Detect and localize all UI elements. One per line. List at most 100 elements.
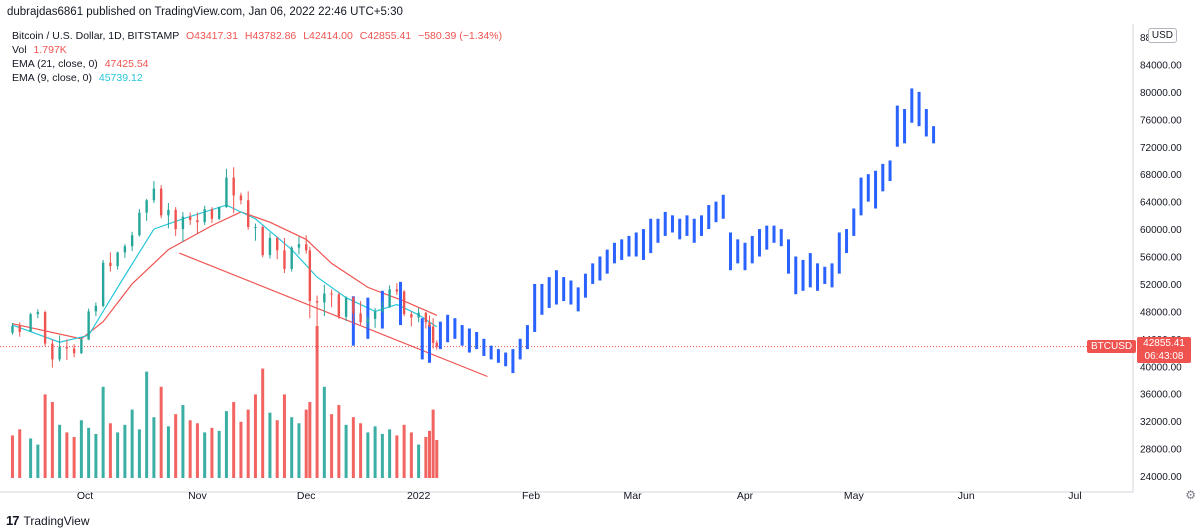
projection-bar: [801, 259, 805, 291]
ohlc-body: [101, 262, 105, 306]
volume-bar: [203, 432, 207, 478]
ohlc-body: [395, 289, 399, 292]
ema9-line: [12, 204, 438, 343]
volume-bar: [290, 417, 294, 478]
volume-bar: [43, 394, 47, 478]
ema21-legend[interactable]: EMA (21, close, 0) 47425.54: [12, 58, 149, 70]
ohlc-body: [225, 177, 228, 208]
projection-bar: [591, 263, 595, 284]
ohlc-body: [359, 313, 362, 323]
volume-bar: [337, 405, 341, 478]
ohlc-body: [80, 339, 83, 354]
time-tick-label: Jul: [1068, 490, 1081, 502]
price-tick-label: 80000.00: [1140, 88, 1182, 99]
projection-bar: [721, 194, 725, 219]
time-tick-label: Feb: [522, 490, 540, 502]
volume-bar: [36, 444, 40, 478]
price-tick-label: 36000.00: [1140, 390, 1182, 401]
projection-bar: [460, 325, 464, 346]
volume-bar: [246, 409, 250, 478]
price-tick-label: 52000.00: [1140, 280, 1182, 291]
footer-branding[interactable]: 17 TradingView: [6, 513, 90, 528]
volume-bar: [359, 423, 363, 478]
ohlc-body: [431, 326, 435, 343]
volume-bar: [10, 435, 14, 478]
ohlc-body: [290, 247, 293, 269]
high-value: H43782.86: [244, 30, 297, 42]
chart-area[interactable]: 24000.00 28000.00 32000.00 36000.00 40000.00…: [0, 24, 1200, 508]
projection-bar: [924, 109, 928, 137]
ohlc-body: [424, 312, 428, 323]
volume-bar: [50, 402, 54, 478]
projection-bar: [663, 211, 667, 236]
projection-bar: [699, 215, 703, 236]
ohlc-body: [330, 293, 333, 295]
publisher-line: dubrajdas6861 published on TradingView.c…: [7, 6, 403, 18]
projection-bar: [420, 318, 424, 360]
projection-bar: [641, 229, 645, 260]
gear-icon[interactable]: ⚙: [1185, 488, 1196, 502]
volume-bar: [174, 414, 178, 478]
volume-legend[interactable]: Vol 1.797K: [12, 44, 67, 56]
volume-bar: [315, 326, 319, 478]
low-value: L42414.00: [303, 30, 353, 42]
time-tick-label: May: [844, 490, 865, 502]
projection-bar: [453, 318, 457, 339]
ema21-value: 47425.54: [104, 58, 149, 70]
ohlc-body: [275, 237, 279, 251]
projection-bar: [569, 280, 573, 305]
ohlc-body: [410, 314, 413, 318]
projection-bar: [888, 160, 892, 182]
ohlc-body: [261, 227, 264, 256]
symbol-legend[interactable]: Bitcoin / U.S. Dollar, 1D, BITSTAMP O434…: [12, 30, 502, 42]
volume-bar: [268, 412, 272, 478]
projection-bar: [837, 232, 841, 274]
price-tick-label: 68000.00: [1140, 170, 1182, 181]
volume-bar: [282, 394, 286, 478]
projection-bar: [881, 163, 885, 192]
time-tick-label: Mar: [624, 490, 643, 502]
ohlc-body: [352, 297, 355, 314]
projection-bar: [794, 256, 798, 295]
projection-bar: [707, 205, 711, 230]
volume-bar: [275, 420, 279, 478]
projection-bar: [910, 88, 914, 123]
ema9-legend[interactable]: EMA (9, close, 0) 45739.12: [12, 72, 143, 84]
volume-value: 1.797K: [33, 44, 67, 56]
volume-bar: [159, 386, 163, 478]
ohlc-body: [181, 216, 185, 230]
price-chart[interactable]: 24000.00 28000.00 32000.00 36000.00 40000.00…: [0, 24, 1200, 508]
volume-bar: [344, 424, 348, 478]
time-tick-label: Dec: [297, 490, 316, 502]
ohlc-body: [145, 200, 148, 213]
projection-bar: [511, 349, 515, 374]
volume-bar: [297, 423, 301, 478]
projection-bar: [489, 345, 493, 360]
ohlc-body: [18, 325, 21, 332]
price-tick-label: 84000.00: [1140, 60, 1182, 71]
last-price-tag: 42855.41 06:43:08: [1137, 337, 1191, 363]
ohlc-body: [94, 305, 98, 312]
price-tick-label: 76000.00: [1140, 115, 1182, 126]
ohlc-body: [254, 227, 257, 229]
ohlc-body: [87, 311, 90, 340]
volume-bar: [380, 433, 384, 478]
volume-bar: [402, 424, 406, 478]
volume-bar: [181, 405, 185, 478]
projection-bar: [758, 229, 762, 257]
projection-bar: [612, 242, 616, 264]
time-tick-label: Oct: [77, 490, 93, 502]
symbol-title: Bitcoin / U.S. Dollar, 1D, BITSTAMP: [12, 30, 180, 42]
currency-button[interactable]: USD: [1147, 28, 1177, 43]
price-tick-label: 64000.00: [1140, 198, 1182, 209]
projection-bar: [765, 225, 769, 250]
projection-bar: [428, 325, 432, 363]
brand-name: TradingView: [23, 513, 90, 528]
change-value: −580.39 (−1.34%): [418, 30, 503, 42]
volume-bar: [145, 371, 149, 478]
ohlc-body: [308, 250, 312, 302]
ohlc-body: [373, 311, 377, 319]
ohlc-body: [152, 188, 156, 201]
ohlc-body: [417, 312, 420, 318]
projection-bar: [554, 270, 558, 305]
